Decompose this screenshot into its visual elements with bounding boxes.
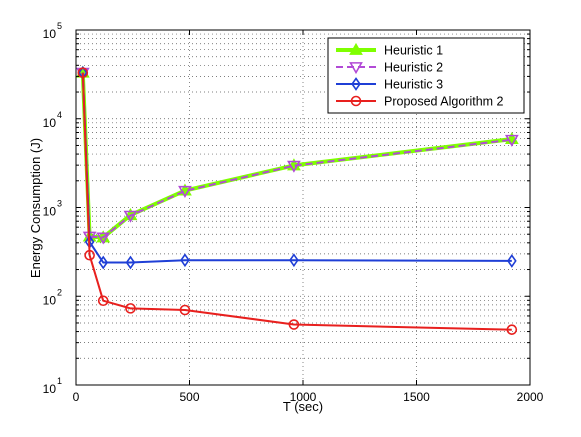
y-tick-exponent: 4 bbox=[57, 110, 62, 120]
data-point bbox=[507, 254, 517, 268]
data-point bbox=[125, 255, 136, 270]
x-axis-label: T (sec) bbox=[283, 399, 323, 414]
legend-marker bbox=[351, 77, 361, 91]
plot-series bbox=[75, 65, 519, 335]
series-line bbox=[81, 72, 512, 331]
data-point bbox=[97, 295, 109, 307]
y-tick-exponent: 5 bbox=[57, 21, 62, 31]
y-tick-label: 10 bbox=[43, 116, 57, 130]
y-tick-exponent: 1 bbox=[57, 376, 62, 386]
y-tick-label: 10 bbox=[43, 205, 57, 219]
legend-label: Proposed Algorithm 2 bbox=[384, 95, 504, 109]
data-point bbox=[504, 134, 519, 147]
y-tick-exponent: 2 bbox=[57, 287, 62, 297]
data-point bbox=[84, 249, 95, 261]
data-point bbox=[123, 210, 138, 223]
data-point bbox=[96, 232, 111, 245]
y-axis-label: Energy Consumption (J) bbox=[28, 138, 43, 278]
series-3 bbox=[77, 67, 518, 335]
data-point bbox=[506, 324, 518, 335]
legend: Heuristic 1 Heuristic 2 Heuristic 3 Propose… bbox=[327, 37, 525, 114]
x-tick-label: 0 bbox=[73, 390, 80, 404]
data-point bbox=[179, 304, 191, 316]
legend-label: Heuristic 1 bbox=[384, 44, 443, 58]
data-point bbox=[180, 253, 190, 268]
x-axis-tick-labels: 0 500 1000 1500 2000 bbox=[73, 390, 544, 404]
legend-marker bbox=[349, 42, 363, 55]
axis-ticks bbox=[75, 30, 531, 386]
legend-label: Heuristic 2 bbox=[384, 61, 443, 75]
series-line bbox=[81, 72, 512, 239]
data-point bbox=[288, 319, 300, 330]
x-tick-label: 2000 bbox=[517, 390, 544, 404]
legend-marker bbox=[350, 95, 362, 107]
x-tick-label: 500 bbox=[179, 390, 199, 404]
legend-label: Heuristic 3 bbox=[384, 78, 443, 92]
y-tick-label: 10 bbox=[43, 27, 57, 41]
data-point bbox=[77, 67, 89, 79]
data-point bbox=[98, 255, 109, 270]
x-tick-label: 1500 bbox=[403, 390, 430, 404]
x-tick-label: 1000 bbox=[290, 390, 317, 404]
legend-marker bbox=[349, 62, 363, 75]
y-tick-label: 10 bbox=[43, 382, 57, 396]
data-point bbox=[178, 185, 192, 198]
y-tick-exponent: 3 bbox=[57, 199, 62, 209]
y-tick-label: 10 bbox=[43, 293, 57, 307]
data-point bbox=[287, 160, 301, 173]
data-point bbox=[289, 253, 299, 268]
data-point bbox=[125, 303, 136, 314]
